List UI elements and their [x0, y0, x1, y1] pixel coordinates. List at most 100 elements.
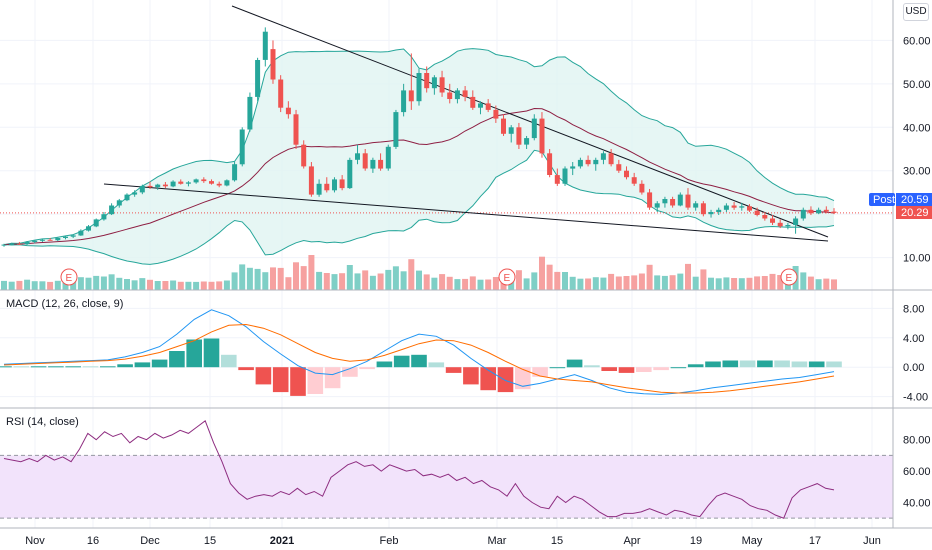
candle-body — [70, 235, 76, 237]
candle-body — [332, 179, 337, 191]
candle-body — [716, 209, 722, 212]
candle-body — [762, 215, 768, 219]
bollinger-lower — [3, 149, 835, 265]
x-axis-label: 16 — [87, 535, 99, 547]
macd-tick-label: 4.00 — [903, 333, 924, 345]
x-axis-label: 15 — [204, 535, 216, 547]
candle-body — [239, 129, 245, 165]
volume-bar — [270, 267, 276, 290]
price-tick-label: 30.00 — [903, 166, 931, 178]
candle-body — [32, 240, 38, 242]
macd-histogram-bar — [117, 364, 133, 368]
volume-bar — [446, 276, 453, 290]
candle-body — [63, 236, 68, 238]
x-axis-label: Nov — [25, 535, 45, 547]
volume-bar — [170, 280, 177, 290]
macd-histogram-bar — [549, 367, 566, 369]
macd-histogram-bar — [774, 360, 790, 368]
candle-body — [139, 185, 145, 193]
volume-bar — [661, 275, 668, 290]
macd-histogram-bar — [221, 354, 237, 368]
macd-histogram-bar — [826, 361, 842, 368]
rsi-band — [0, 455, 893, 519]
candle-body — [493, 109, 499, 119]
volume-bar — [761, 276, 768, 290]
macd-histogram-bar — [65, 366, 81, 368]
x-axis-label: 2021 — [270, 535, 294, 547]
earnings-event-3[interactable]: E — [780, 268, 798, 286]
macd-histogram-bar — [515, 367, 531, 390]
candle-body — [570, 166, 576, 169]
volume-bar — [677, 273, 684, 290]
earnings-event-2[interactable]: E — [498, 268, 516, 286]
volume-bar — [323, 273, 330, 290]
volume-bar — [715, 278, 722, 290]
volume-bar — [346, 265, 353, 290]
candle-body — [439, 77, 445, 93]
volume-bar — [85, 277, 92, 290]
candle-body — [224, 180, 230, 186]
volume-bar — [408, 259, 415, 290]
volume-bar — [831, 279, 837, 290]
macd-histogram-bar — [653, 367, 669, 371]
volume-bar — [608, 273, 615, 290]
volume-bar — [723, 277, 730, 290]
signal-line — [3, 323, 835, 394]
x-axis-label: 15 — [551, 535, 563, 547]
macd-histogram-bar — [497, 367, 514, 393]
bollinger-bands — [0, 48, 893, 265]
candle-body — [147, 185, 153, 188]
volume-bar — [592, 277, 599, 290]
macd-histogram-bar — [411, 354, 427, 368]
volume-bar — [131, 280, 138, 290]
macd-histogram-bar — [532, 367, 548, 377]
rsi-tick-label: 60.00 — [903, 466, 931, 478]
earnings-event-1[interactable]: E — [60, 268, 78, 286]
candle-body — [132, 192, 138, 195]
volume-bar — [362, 270, 369, 290]
volume-bar — [492, 277, 499, 290]
macd-histogram-bar — [0, 366, 12, 368]
candle-body — [285, 107, 291, 115]
macd-histogram-bar — [342, 367, 358, 377]
candle-body — [777, 222, 783, 227]
price-tick-label: 40.00 — [903, 122, 931, 134]
candle-body — [293, 114, 299, 145]
macd-histogram-bar — [808, 361, 825, 368]
candle-body — [193, 179, 199, 183]
volume-bar — [139, 278, 146, 290]
volume-bar — [515, 270, 522, 290]
rsi-pane — [0, 420, 893, 519]
volume-bar — [262, 272, 269, 290]
volume-bar — [1, 280, 7, 290]
candle-body — [86, 226, 91, 231]
post-value: 20.59 — [901, 194, 929, 206]
candle-body — [447, 92, 453, 99]
currency-button[interactable]: USD — [903, 3, 929, 21]
volume-bar — [738, 278, 745, 290]
price-tick-label: 50.00 — [903, 79, 931, 91]
candle-body — [178, 181, 184, 184]
volume-bar — [285, 277, 292, 290]
candle-body — [16, 243, 22, 245]
candle-body — [393, 112, 399, 147]
volume-bar — [623, 276, 630, 290]
candle-body — [308, 166, 314, 195]
macd-histogram-bar — [13, 366, 30, 368]
candle-body — [654, 203, 660, 208]
volume-bar — [439, 274, 446, 290]
volume-bar — [308, 255, 315, 290]
macd-histogram-bar — [203, 338, 220, 368]
rsi-title: RSI (14, close) — [6, 416, 79, 428]
macd-title: MACD (12, 26, close, 9) — [6, 298, 123, 310]
bollinger-fill — [4, 48, 834, 265]
candle-body — [55, 238, 61, 241]
volume-bar — [638, 273, 645, 290]
candle-body — [116, 200, 122, 206]
event-label: E — [786, 273, 793, 284]
volume-bar — [16, 280, 23, 290]
volume-bar — [77, 277, 84, 290]
candle-body — [554, 175, 560, 184]
candle-body — [754, 210, 760, 215]
